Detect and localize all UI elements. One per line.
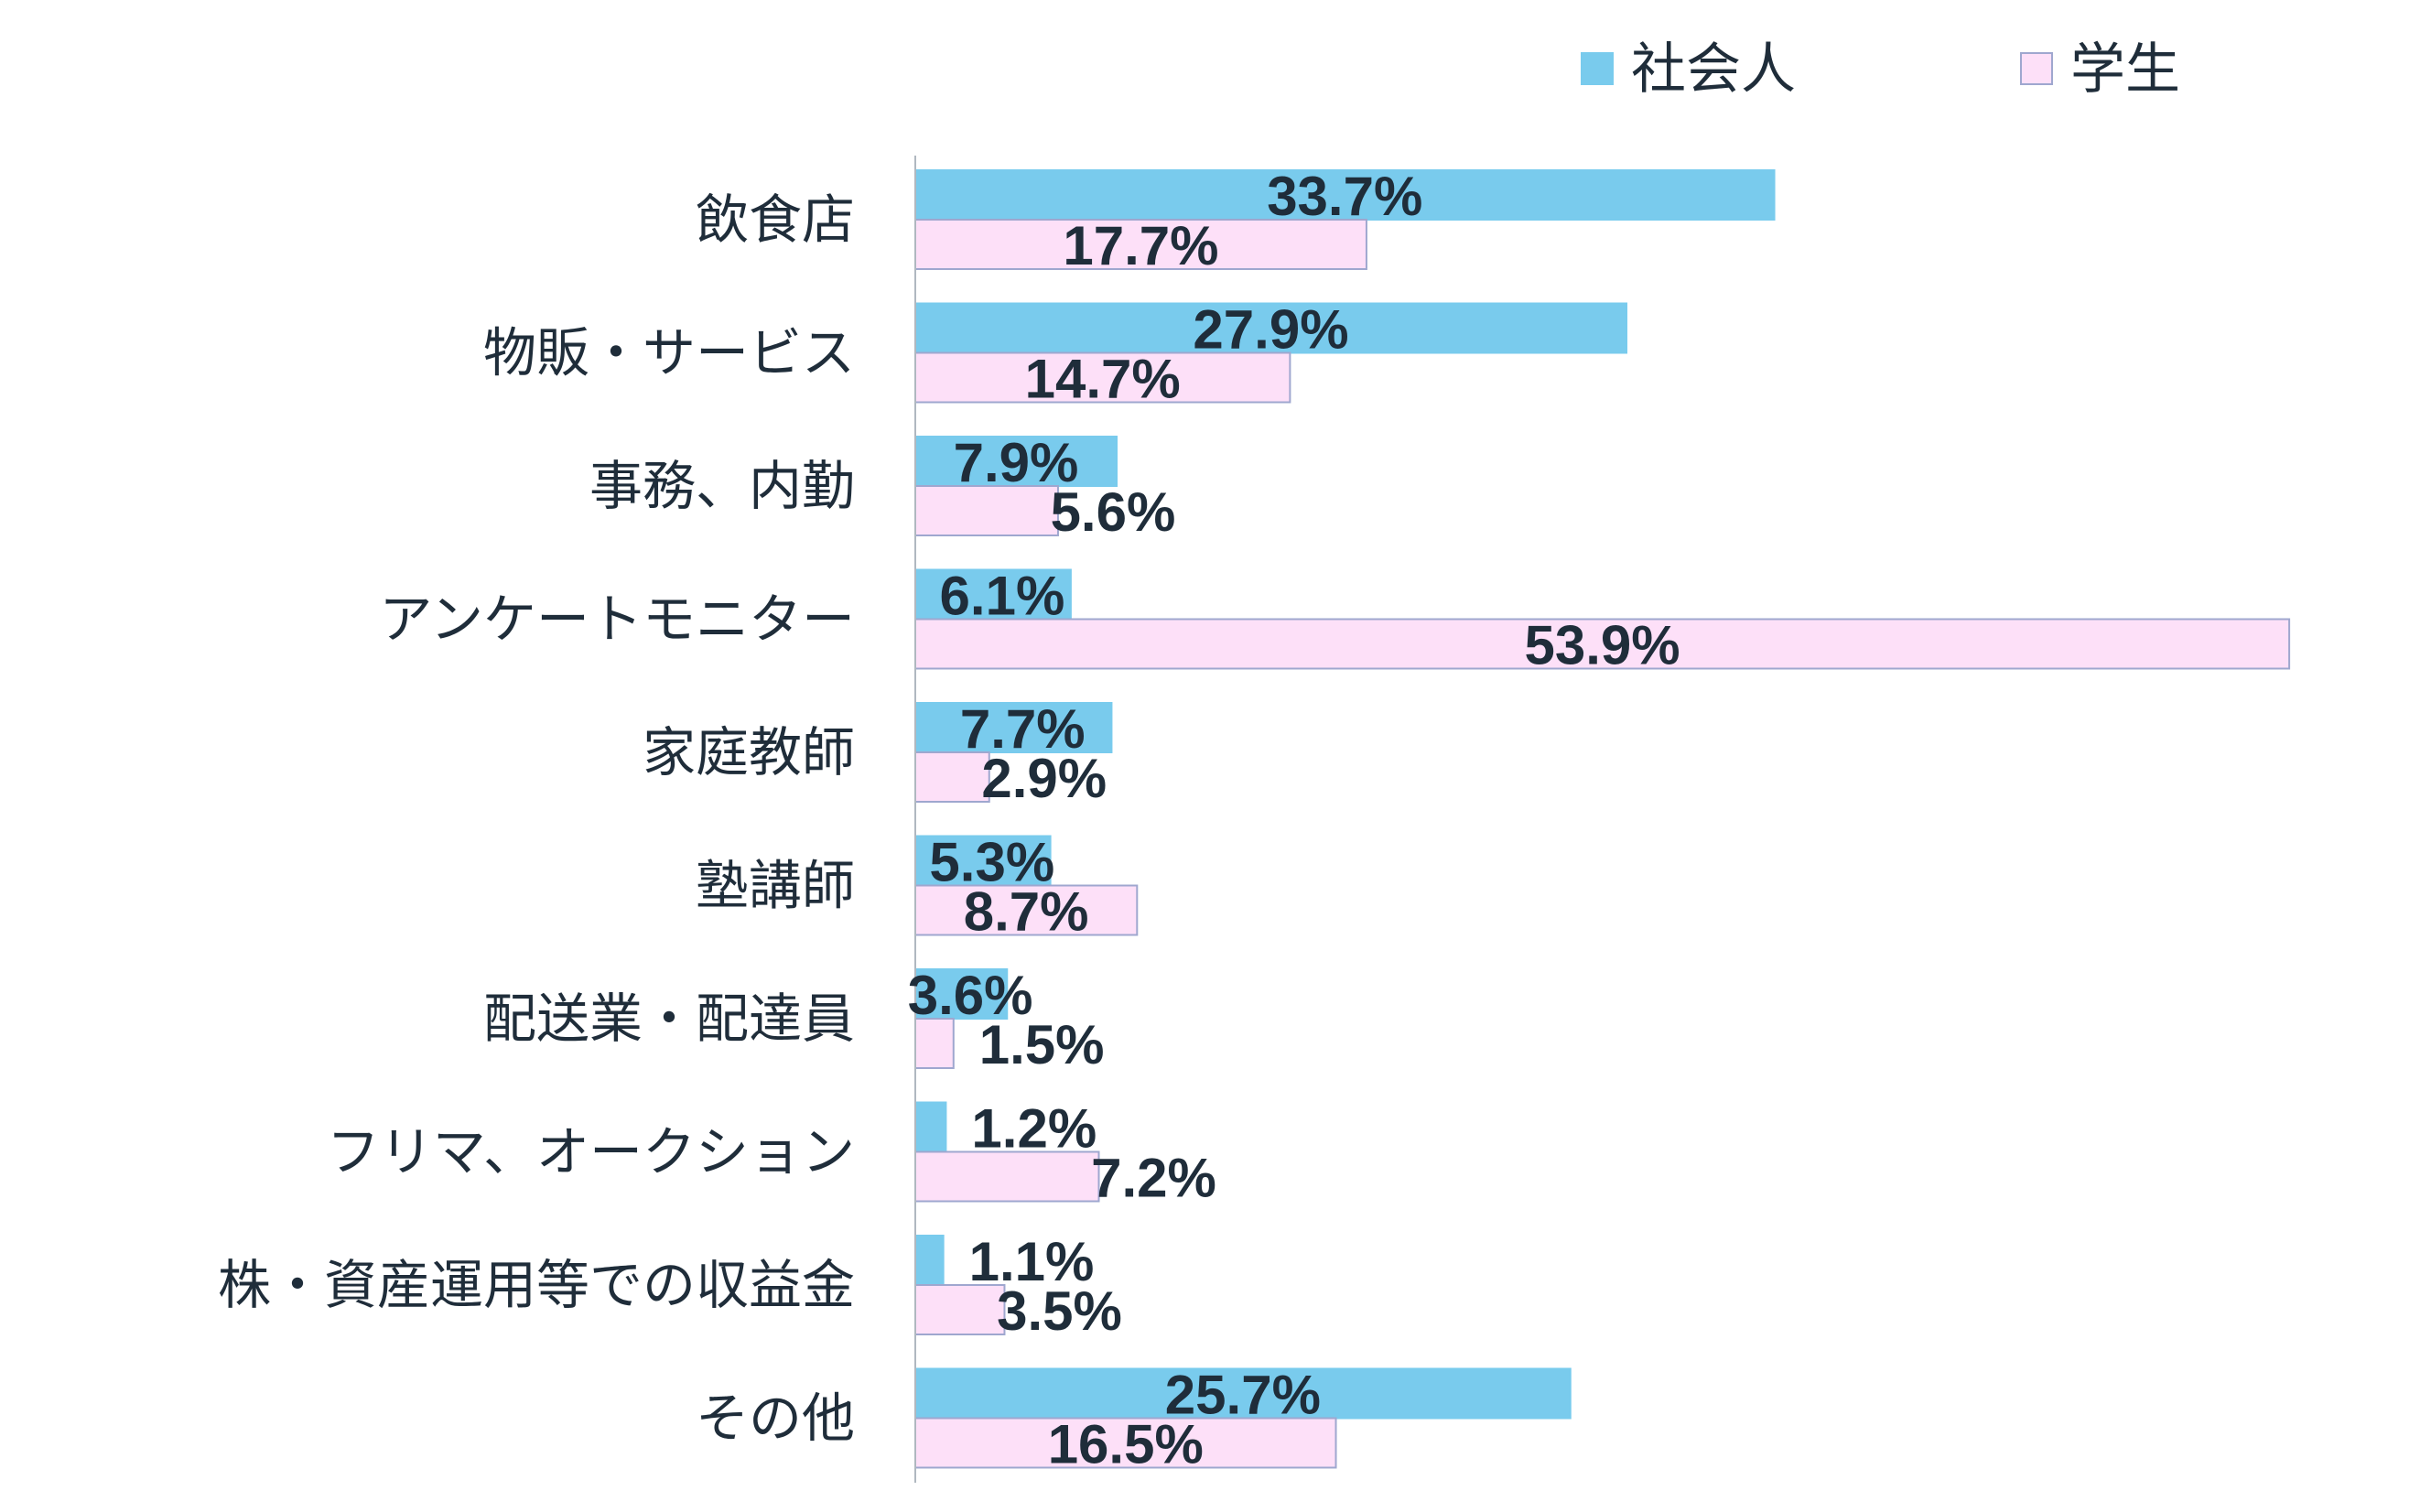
value-label: 3.6%: [908, 965, 1033, 1026]
category-label: 株・資産運用等での収益金: [218, 1254, 855, 1316]
bar-gakusei: [914, 485, 1059, 536]
value-label: 5.3%: [929, 832, 1054, 893]
value-label: 8.7%: [964, 881, 1089, 943]
category-label: 事務、内勤: [589, 455, 855, 517]
bar-gakusei: [914, 884, 1139, 936]
bar-shakaijin: [914, 968, 1009, 1020]
category-label: 塾講師: [696, 855, 855, 917]
bar-gakusei: [914, 1284, 1006, 1335]
value-label: 5.6%: [1051, 481, 1176, 543]
value-label: 14.7%: [1025, 349, 1181, 410]
category-label: 飲食店: [696, 189, 855, 251]
category-label: 配送業・配達員: [483, 988, 855, 1050]
category-label: 物販・サービス: [483, 322, 855, 384]
value-label: 17.7%: [1063, 215, 1218, 276]
bar-shakaijin: [914, 1101, 947, 1153]
value-label: 1.2%: [971, 1098, 1097, 1160]
bar-gakusei: [914, 351, 1291, 404]
bar-gakusei: [914, 1417, 1337, 1469]
bar-shakaijin: [914, 1367, 1572, 1420]
category-label: アンケートモニター: [379, 589, 855, 651]
legend-swatch-gakusei: [2020, 52, 2053, 85]
bar-shakaijin: [914, 302, 1628, 354]
category-label: フリマ、オークション: [327, 1121, 855, 1183]
value-labels: 33.7% 17.7% 27.9%14.7% 7.9%5.6% 6.1% 53.9% 7.7…: [908, 166, 1680, 1475]
bar-gakusei: [914, 751, 990, 803]
bar-shakaijin: [914, 169, 1776, 221]
value-label: 1.5%: [979, 1014, 1105, 1075]
value-label: 2.9%: [981, 748, 1107, 809]
legend: 社会人 学生: [1581, 38, 2180, 102]
bar-gakusei: [914, 1150, 1100, 1203]
value-label: 33.7%: [1267, 166, 1422, 227]
value-label: 16.5%: [1048, 1414, 1204, 1475]
bar-gakusei: [914, 1018, 955, 1069]
bar-shakaijin: [914, 835, 1052, 887]
value-label: 7.9%: [954, 432, 1079, 493]
category-label: その他: [696, 1388, 855, 1450]
category-labels: 飲食店物販・サービス事務、内勤アンケートモニター家庭教師塾講師配送業・配達員フリ…: [218, 189, 855, 1450]
bars: [914, 169, 2291, 1469]
bar-shakaijin: [914, 1235, 945, 1286]
value-label: 27.9%: [1193, 299, 1348, 361]
bar-gakusei: [914, 219, 1367, 270]
value-label: 7.7%: [960, 698, 1086, 760]
value-label: 6.1%: [940, 566, 1065, 627]
value-label: 53.9%: [1524, 615, 1680, 676]
category-label: 家庭教師: [643, 721, 855, 783]
value-label: 7.2%: [1091, 1148, 1216, 1209]
legend-swatch-shakaijin: [1581, 52, 1614, 85]
value-label: 3.5%: [997, 1280, 1122, 1342]
legend-label: 学生: [2070, 38, 2180, 102]
value-label: 25.7%: [1165, 1365, 1321, 1426]
legend-label: 社会人: [1631, 38, 1796, 102]
value-label: 1.1%: [969, 1231, 1095, 1292]
